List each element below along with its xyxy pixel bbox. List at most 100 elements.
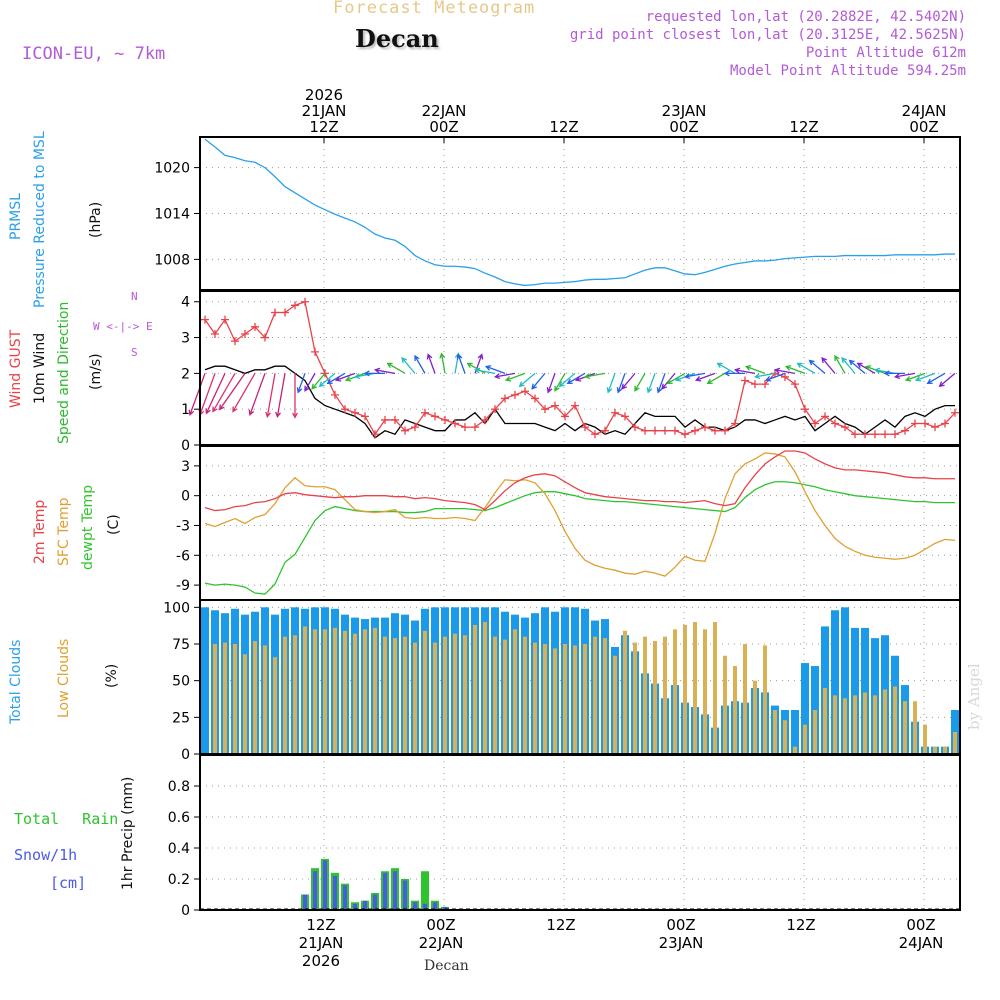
wind-arrow-14 xyxy=(326,372,346,385)
total-cloud-bar-59 xyxy=(791,710,799,754)
low-cloud-bar-6 xyxy=(263,645,267,754)
temp2m-line xyxy=(204,450,955,512)
low-cloud-bar-36 xyxy=(563,644,567,754)
top-time-label-4-0: 12Z xyxy=(789,118,818,136)
low-cloud-bar-14 xyxy=(343,630,347,754)
dewpt-line xyxy=(204,481,955,595)
gust-marker-60 xyxy=(801,405,809,414)
compass-we: W <-|-> E xyxy=(93,320,153,333)
wind-arrow-21 xyxy=(401,357,416,374)
low-cloud-bar-37 xyxy=(573,645,577,754)
model-altitude: Model Point Altitude 594.25m xyxy=(729,63,966,79)
ytick-label-4-2: 0.4 xyxy=(168,841,190,857)
ytick-label-1-1: 1 xyxy=(181,402,190,418)
low-cloud-bar-13 xyxy=(333,627,337,754)
low-cloud-bar-62 xyxy=(823,688,827,754)
low-cloud-bar-24 xyxy=(443,636,447,754)
snow-bar-16 xyxy=(363,900,367,910)
ytick-label-0-2: 1020 xyxy=(154,161,190,177)
footer-station: Decan xyxy=(424,958,469,974)
total-cloud-bar-0 xyxy=(201,607,209,754)
wind-arrow-2 xyxy=(205,373,226,415)
low-cloud-bar-52 xyxy=(723,655,727,754)
snow-bar-21 xyxy=(413,902,417,910)
total-cloud-bar-65 xyxy=(851,627,859,754)
low-cloud-bar-2 xyxy=(223,642,227,754)
gust-marker-29 xyxy=(491,405,499,414)
wind-arrow-66 xyxy=(848,359,866,374)
low-cloud-bar-39 xyxy=(593,636,597,754)
bottom-time-label-0-1: 21JAN xyxy=(299,934,344,952)
low-cloud-bar-56 xyxy=(763,645,767,754)
gust-marker-59 xyxy=(791,380,799,389)
wind-arrow-0 xyxy=(188,373,206,416)
bottom-time-label-1-0: 00Z xyxy=(426,916,455,934)
wind-arrow-30 xyxy=(484,365,506,374)
gust-marker-64 xyxy=(841,423,849,432)
low-cloud-bar-30 xyxy=(503,639,507,754)
snow-bar-10 xyxy=(303,894,307,910)
gust-marker-62 xyxy=(821,412,829,421)
wind-arrow-11 xyxy=(304,373,316,392)
wind-arrow-55 xyxy=(733,367,756,375)
ytick-label-4-4: 0.8 xyxy=(168,779,190,795)
gust-marker-56 xyxy=(761,380,769,389)
low-cloud-bar-5 xyxy=(253,641,257,754)
low-cloud-bar-42 xyxy=(623,630,627,754)
wind-arrow-48 xyxy=(666,372,686,385)
gust-marker-28 xyxy=(481,415,489,424)
snow-bar-12 xyxy=(323,860,327,910)
meteogram-subtitle: Forecast Meteogram xyxy=(333,0,536,18)
low-cloud-bar-75 xyxy=(953,732,957,754)
low-cloud-bar-38 xyxy=(583,644,587,754)
wind-arrow-63 xyxy=(821,357,836,374)
low-cloud-bar-67 xyxy=(873,695,877,754)
wind-arrow-22 xyxy=(414,354,426,374)
bottom-time-label-3-1: 23JAN xyxy=(659,934,704,952)
wind-arrow-15 xyxy=(334,372,356,382)
snow-bar-20 xyxy=(403,880,407,910)
gust-marker-26 xyxy=(461,423,469,432)
wind-arrow-71 xyxy=(893,372,916,380)
low-cloud-bar-57 xyxy=(773,710,777,754)
wind-arrow-56 xyxy=(744,365,766,374)
gust-marker-31 xyxy=(511,390,519,399)
gust-marker-74 xyxy=(941,419,949,428)
gust-marker-16 xyxy=(361,412,369,421)
low-cloud-bar-1 xyxy=(213,644,217,754)
rain-legend-label: Total Rain xyxy=(14,810,119,828)
wind-arrow-29 xyxy=(473,367,496,375)
gust-marker-21 xyxy=(411,423,419,432)
wind-arrow-32 xyxy=(504,372,526,382)
gust-marker-48 xyxy=(681,430,689,439)
wind-arrow-46 xyxy=(656,373,666,394)
snow-legend-label: Snow/1h xyxy=(14,846,78,864)
gust-marker-43 xyxy=(631,423,639,432)
model-label: ICON-EU, ~ 7km xyxy=(22,44,166,64)
low-cloud-bar-19 xyxy=(393,638,397,754)
snow-bar-15 xyxy=(353,903,357,910)
low-cloud-bar-55 xyxy=(753,680,757,754)
gust-marker-13 xyxy=(331,390,339,399)
wind-arrow-43 xyxy=(621,372,636,390)
gust-marker-71 xyxy=(911,419,919,428)
ytick-label-1-2: 2 xyxy=(181,366,190,382)
gust-marker-4 xyxy=(241,329,249,338)
wind-arrow-45 xyxy=(646,373,656,394)
gust-marker-19 xyxy=(391,415,399,424)
gust-marker-54 xyxy=(741,376,749,385)
bottom-time-label-5-0: 00Z xyxy=(906,916,935,934)
ytick-label-1-4: 4 xyxy=(181,295,190,311)
rain-bar-22 xyxy=(421,871,429,910)
wind-arrow-57 xyxy=(753,372,776,380)
bottom-time-label-2-0: 12Z xyxy=(546,916,575,934)
bottom-time-label-1-1: 22JAN xyxy=(419,934,464,952)
gust-marker-65 xyxy=(851,430,859,439)
low-cloud-bar-71 xyxy=(913,701,917,754)
station-title: Decan xyxy=(355,24,439,53)
prmsl-line xyxy=(204,138,955,287)
gust-marker-24 xyxy=(441,415,449,424)
gust-marker-50 xyxy=(701,423,709,432)
wind-arrow-53 xyxy=(716,362,736,374)
